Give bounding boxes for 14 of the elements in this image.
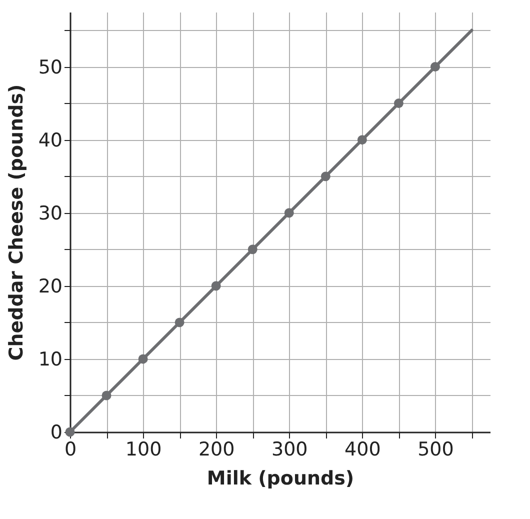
x-tick-label: 400	[344, 438, 381, 460]
y-tick-label: 50	[38, 56, 62, 78]
y-tick-label: 20	[38, 275, 62, 298]
y-tick-label: 0	[50, 422, 62, 444]
y-axis-title: Cheddar Cheese (pounds)	[5, 84, 28, 361]
x-tick-label: 300	[272, 438, 308, 460]
x-tick-label: 100	[125, 438, 162, 460]
y-tick-label: 40	[38, 129, 62, 152]
x-tick-label: 0	[64, 438, 77, 460]
x-tick-label: 500	[418, 438, 454, 460]
y-tick-label: 30	[38, 202, 62, 224]
y-tick-label: 10	[38, 348, 62, 370]
x-tick-label: 200	[198, 438, 235, 460]
x-axis-title: Milk (pounds)	[206, 468, 354, 490]
